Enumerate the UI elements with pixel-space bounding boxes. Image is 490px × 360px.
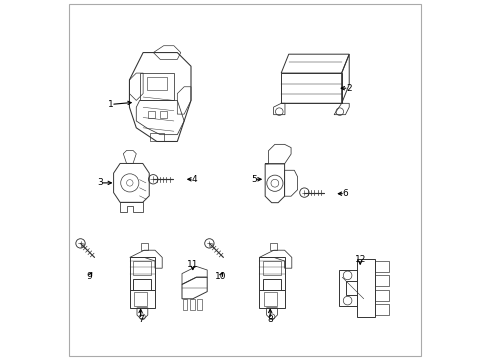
Bar (134, 292, 147, 306)
Bar (190, 299, 195, 310)
Bar (148, 111, 155, 117)
Text: 1: 1 (108, 100, 114, 109)
Text: 8: 8 (268, 315, 273, 324)
Text: 3: 3 (98, 178, 103, 187)
Bar (160, 111, 167, 117)
Text: 7: 7 (138, 315, 144, 324)
Text: 2: 2 (346, 84, 351, 93)
Text: 11: 11 (187, 260, 198, 269)
Text: 12: 12 (354, 256, 366, 264)
Bar (263, 261, 281, 275)
Bar (147, 77, 167, 90)
Bar (197, 299, 202, 310)
Bar (150, 133, 164, 141)
Text: 6: 6 (342, 189, 348, 198)
Text: 4: 4 (191, 175, 196, 184)
Bar (183, 299, 187, 310)
Text: 5: 5 (251, 175, 257, 184)
Bar (133, 261, 151, 275)
Bar (140, 73, 174, 100)
Text: 10: 10 (215, 272, 226, 281)
Bar (264, 292, 277, 306)
Text: 9: 9 (87, 272, 92, 281)
